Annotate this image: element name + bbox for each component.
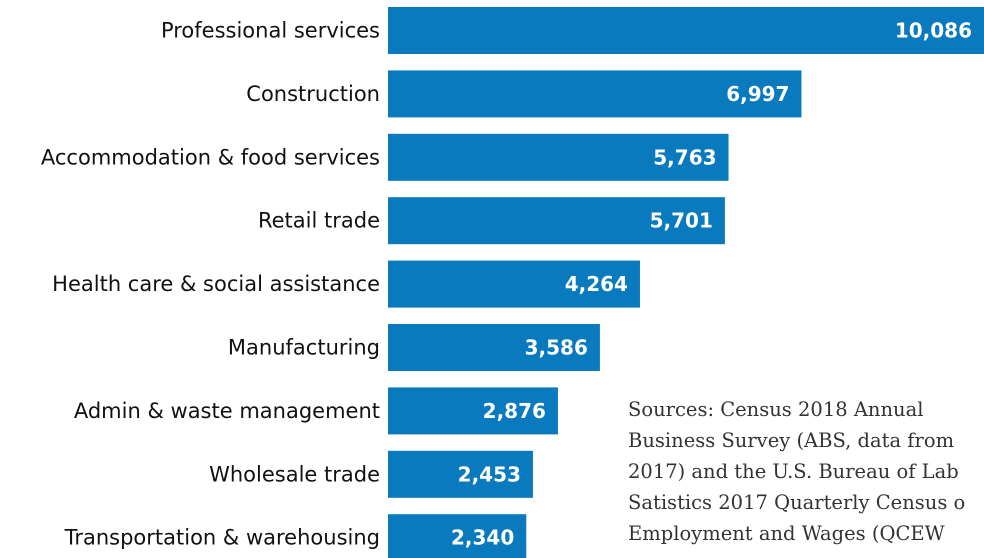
source-note: Sources: Census 2018 Annual Business Sur… [628, 394, 984, 549]
bar [388, 7, 984, 54]
source-note-line: Business Survey (ABS, data from [628, 429, 955, 452]
category-label: Transportation & warehousing [64, 526, 380, 550]
data-label: 2,340 [451, 526, 514, 550]
category-label: Retail trade [258, 209, 380, 233]
bar [388, 324, 600, 371]
data-label: 10,086 [895, 19, 972, 43]
data-label: 5,701 [650, 209, 713, 233]
category-label: Health care & social assistance [52, 272, 380, 296]
source-note-line: Satistics 2017 Quarterly Census o [628, 491, 966, 514]
bar [388, 260, 640, 308]
data-label: 5,763 [653, 145, 716, 169]
data-label: 3,586 [525, 336, 588, 360]
source-note-line: Sources: Census 2018 Annual [628, 398, 924, 421]
bar [388, 197, 725, 245]
category-label: Construction [246, 82, 380, 106]
bar [388, 387, 558, 435]
category-label: Professional services [161, 19, 380, 43]
category-label: Accommodation & food services [41, 145, 380, 169]
data-label: 2,876 [483, 399, 546, 423]
data-label: 2,453 [458, 462, 521, 486]
bar [388, 450, 533, 498]
category-label: Wholesale trade [209, 462, 380, 486]
category-label: Admin & waste management [74, 399, 380, 423]
data-label: 6,997 [726, 82, 789, 106]
source-note-line: 2017) and the U.S. Bureau of Lab [628, 460, 959, 483]
category-label: Manufacturing [228, 336, 380, 360]
bar [388, 133, 729, 181]
data-label: 4,264 [565, 272, 628, 296]
source-note-line: Employment and Wages (QCEW [628, 522, 945, 545]
bar [388, 514, 527, 558]
bar [388, 70, 802, 118]
